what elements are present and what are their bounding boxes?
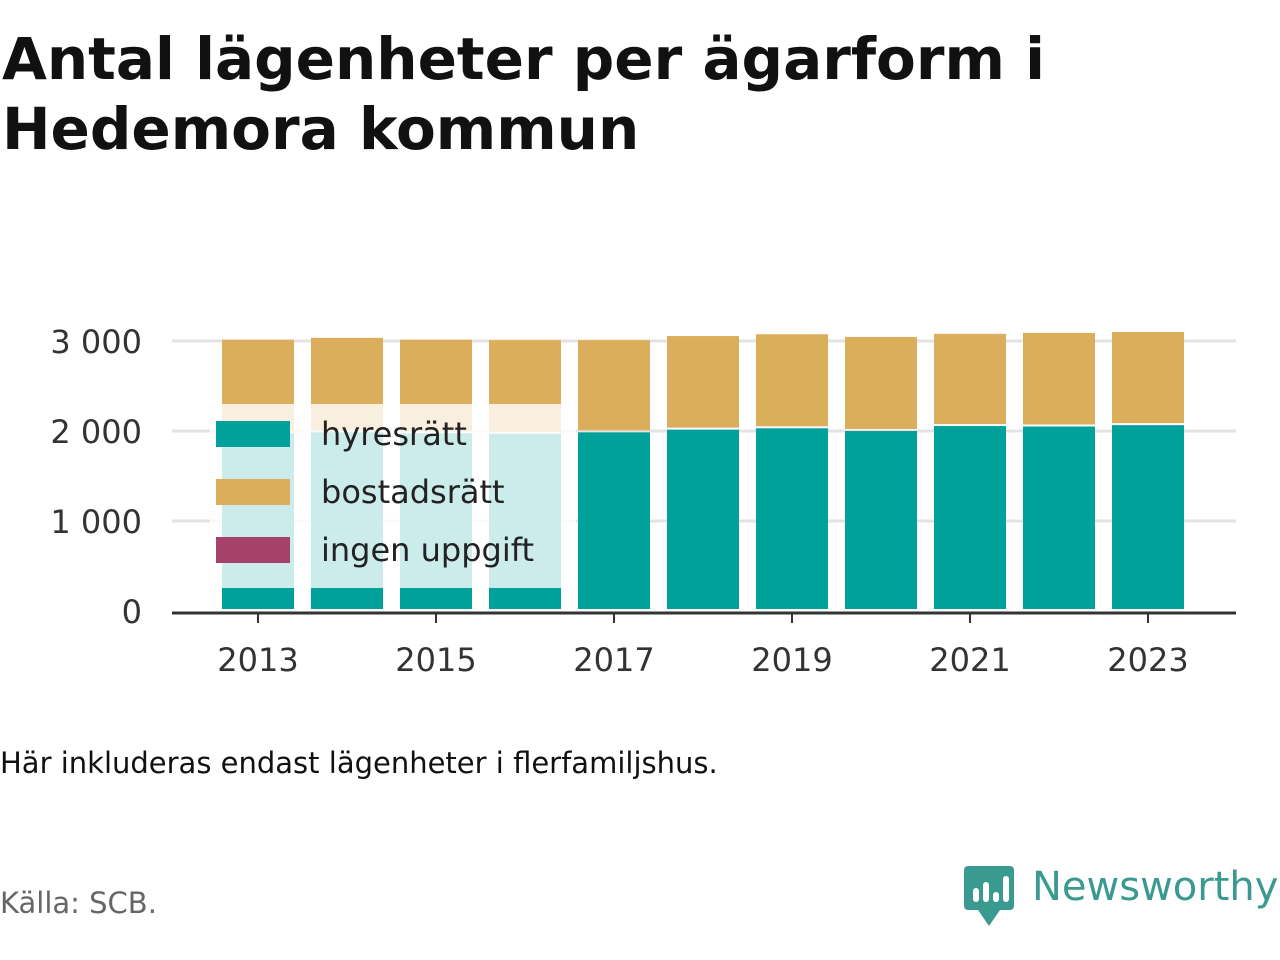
chart-title: Antal lägenheter per ägarform i Hedemora… <box>2 25 1046 163</box>
bar-segment <box>667 336 739 428</box>
x-tick-label: 2023 <box>1107 641 1188 679</box>
bar-segment <box>1023 332 1095 425</box>
y-axis-ticks: 0 1 000 2 000 3 000 <box>50 323 142 631</box>
legend-label: hyresrätt <box>321 415 467 453</box>
bar-segment <box>845 431 917 609</box>
legend-label: ingen uppgift <box>321 531 534 569</box>
x-tick-label: 2017 <box>573 641 654 679</box>
x-tick-label: 2019 <box>751 641 832 679</box>
bar-segment <box>934 426 1006 609</box>
y-tick-label: 2 000 <box>50 413 142 451</box>
x-tick-label: 2015 <box>395 641 476 679</box>
bar-chart: 0 1 000 2 000 3 000 2013 2015 2017 2019 2021 202… <box>50 323 1236 679</box>
bar-segment <box>845 336 917 429</box>
bar-segment <box>1112 425 1184 609</box>
x-axis-ticks: 2013 2015 2017 2019 2021 2023 <box>217 613 1189 679</box>
y-tick-label: 1 000 <box>50 503 142 541</box>
bar-segment <box>578 340 650 431</box>
x-tick-label: 2021 <box>929 641 1010 679</box>
legend: hyresrätt bostadsrätt ingen uppgift <box>216 415 534 569</box>
legend-swatch <box>216 537 290 563</box>
bar-segment <box>578 432 650 609</box>
bar-segment <box>934 333 1006 425</box>
newsworthy-logo-icon <box>964 866 1014 926</box>
x-tick-label: 2013 <box>217 641 298 679</box>
bar-segment <box>1112 332 1184 424</box>
chart-note: Här inkluderas endast lägenheter i flerf… <box>0 746 718 780</box>
legend-swatch <box>216 421 290 447</box>
brand-name: Newsworthy <box>1032 864 1279 910</box>
source-credit: Källa: SCB. <box>0 886 157 920</box>
bar-segment <box>667 429 739 609</box>
legend-label: bostadsrätt <box>321 473 505 511</box>
bar-segment <box>756 334 828 427</box>
bar-segment <box>1023 426 1095 609</box>
legend-swatch <box>216 479 290 505</box>
bar-segment <box>756 428 828 609</box>
y-tick-label: 0 <box>122 593 142 631</box>
y-tick-label: 3 000 <box>50 323 142 361</box>
